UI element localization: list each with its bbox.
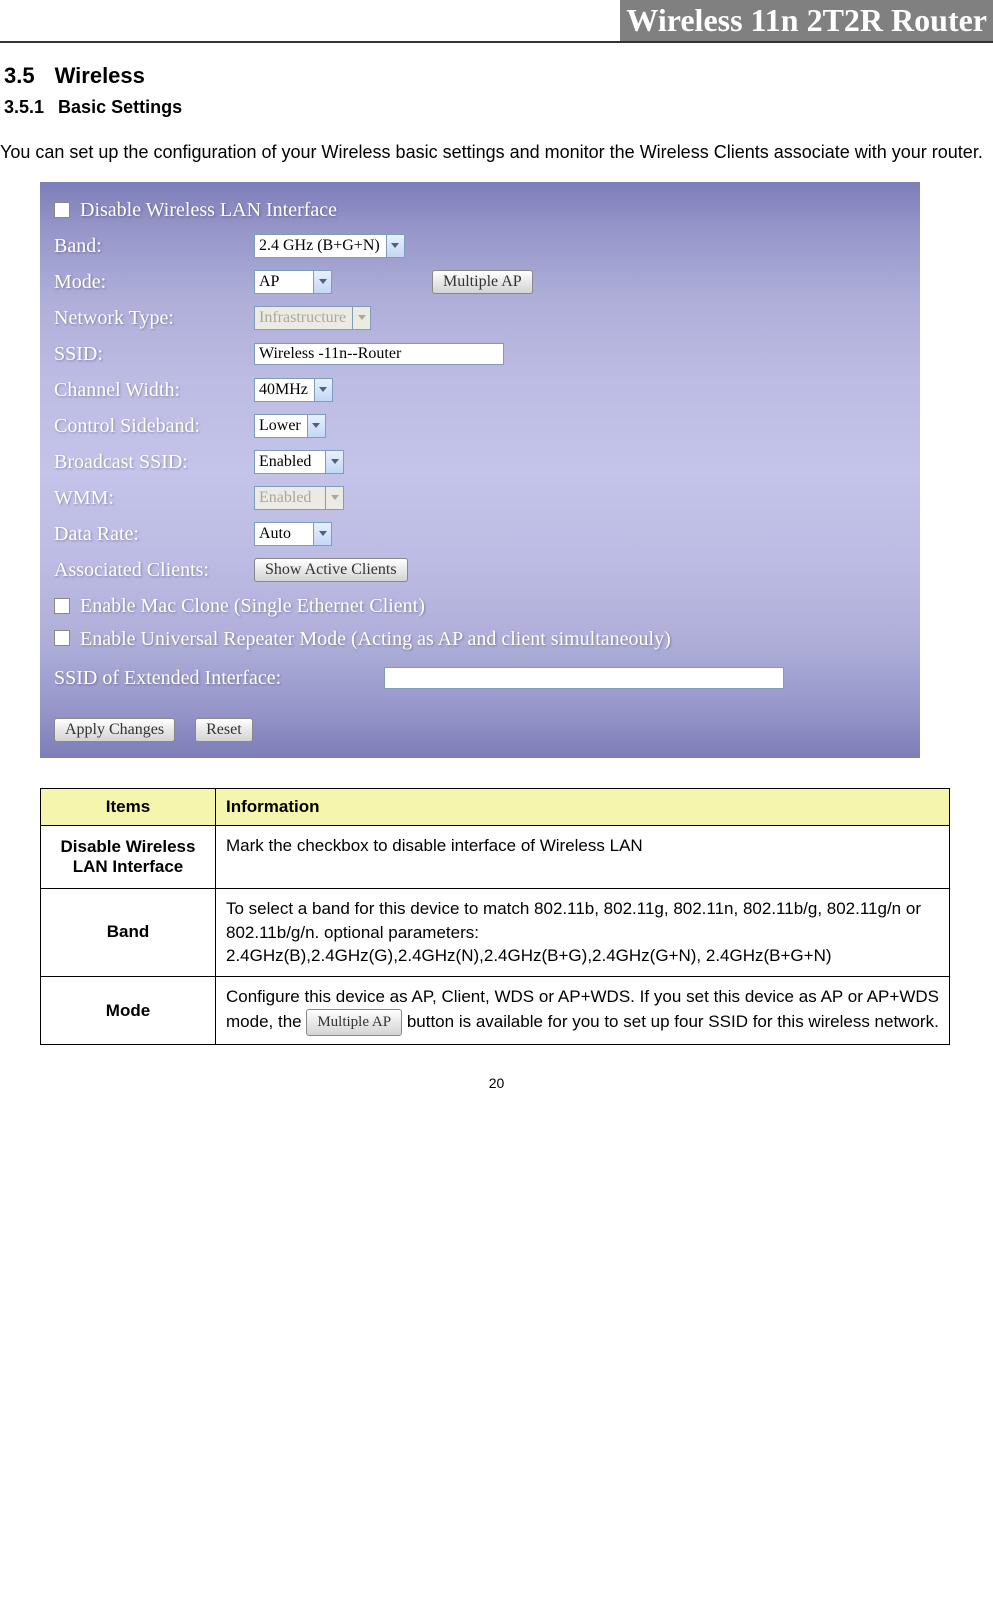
network-type-select: Infrastructure: [254, 306, 371, 330]
data-rate-select[interactable]: Auto: [254, 522, 332, 546]
table-item-label: Disable Wireless LAN Interface: [41, 826, 216, 889]
section-title: Wireless: [55, 63, 145, 89]
broadcast-ssid-select[interactable]: Enabled: [254, 450, 344, 474]
multiple-ap-button[interactable]: Multiple AP: [432, 270, 533, 294]
table-row: Mode Configure this device as AP, Client…: [41, 977, 950, 1045]
wireless-settings-panel: Disable Wireless LAN Interface Band: 2.4…: [40, 182, 920, 758]
table-item-label: Mode: [41, 977, 216, 1045]
broadcast-ssid-label: Broadcast SSID:: [54, 451, 254, 474]
network-type-value: Infrastructure: [255, 307, 352, 329]
mac-clone-checkbox[interactable]: [54, 598, 70, 614]
universal-repeater-checkbox[interactable]: [54, 630, 70, 646]
mode-info-post: button is available for you to set up fo…: [407, 1012, 939, 1031]
table-row: Band To select a band for this device to…: [41, 888, 950, 976]
universal-repeater-label: Enable Universal Repeater Mode (Acting a…: [80, 626, 671, 652]
reset-button[interactable]: Reset: [195, 718, 253, 742]
chevron-down-icon: [386, 235, 404, 257]
show-active-clients-button[interactable]: Show Active Clients: [254, 558, 408, 582]
page-header-title: Wireless 11n 2T2R Router: [620, 0, 993, 41]
extended-ssid-input[interactable]: [384, 667, 784, 689]
broadcast-ssid-value: Enabled: [255, 451, 325, 473]
band-value: 2.4 GHz (B+G+N): [255, 235, 386, 257]
table-item-info: To select a band for this device to matc…: [216, 888, 950, 976]
chevron-down-icon: [313, 271, 331, 293]
intro-paragraph: You can set up the configuration of your…: [0, 134, 993, 170]
apply-changes-button[interactable]: Apply Changes: [54, 718, 175, 742]
control-sideband-value: Lower: [255, 415, 307, 437]
multiple-ap-inline-button: Multiple AP: [306, 1009, 402, 1036]
table-header-items: Items: [41, 789, 216, 826]
mode-label: Mode:: [54, 271, 254, 294]
section-number: 3.5: [4, 63, 35, 89]
table-item-info: Configure this device as AP, Client, WDS…: [216, 977, 950, 1045]
mode-select[interactable]: AP: [254, 270, 332, 294]
chevron-down-icon: [352, 307, 370, 329]
chevron-down-icon: [313, 523, 331, 545]
channel-width-value: 40MHz: [255, 379, 314, 401]
extended-ssid-label: SSID of Extended Interface:: [54, 667, 384, 690]
chevron-down-icon: [314, 379, 332, 401]
band-select[interactable]: 2.4 GHz (B+G+N): [254, 234, 405, 258]
subsection-number: 3.5.1: [4, 97, 44, 118]
ssid-label: SSID:: [54, 343, 254, 366]
chevron-down-icon: [307, 415, 325, 437]
wmm-label: WMM:: [54, 487, 254, 510]
associated-clients-label: Associated Clients:: [54, 559, 254, 581]
network-type-label: Network Type:: [54, 307, 254, 330]
page-number: 20: [0, 1075, 993, 1091]
control-sideband-select[interactable]: Lower: [254, 414, 326, 438]
chevron-down-icon: [325, 487, 343, 509]
channel-width-label: Channel Width:: [54, 379, 254, 402]
data-rate-value: Auto: [255, 523, 313, 545]
mode-value: AP: [255, 271, 313, 293]
data-rate-label: Data Rate:: [54, 523, 254, 546]
table-header-info: Information: [216, 789, 950, 826]
band-label: Band:: [54, 235, 254, 258]
channel-width-select[interactable]: 40MHz: [254, 378, 333, 402]
table-item-label: Band: [41, 888, 216, 976]
table-row: Disable Wireless LAN Interface Mark the …: [41, 826, 950, 889]
disable-wireless-checkbox[interactable]: [54, 202, 70, 218]
mac-clone-label: Enable Mac Clone (Single Ethernet Client…: [80, 595, 425, 618]
ssid-input[interactable]: [254, 343, 504, 365]
info-table: Items Information Disable Wireless LAN I…: [40, 788, 950, 1045]
disable-wireless-label: Disable Wireless LAN Interface: [80, 199, 337, 222]
control-sideband-label: Control Sideband:: [54, 415, 254, 437]
table-item-info: Mark the checkbox to disable interface o…: [216, 826, 950, 889]
chevron-down-icon: [325, 451, 343, 473]
wmm-select: Enabled: [254, 486, 344, 510]
subsection-title: Basic Settings: [58, 97, 182, 118]
wmm-value: Enabled: [255, 487, 325, 509]
